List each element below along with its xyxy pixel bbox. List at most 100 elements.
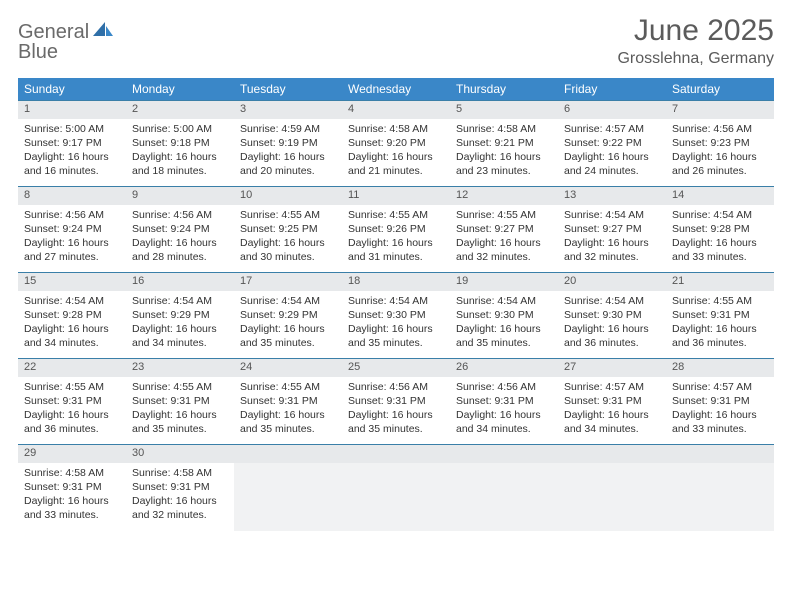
day-number-cell: 30 bbox=[126, 445, 234, 463]
sunrise-line: Sunrise: 4:55 AM bbox=[240, 380, 336, 394]
daylight-line: Daylight: 16 hours and 32 minutes. bbox=[132, 494, 228, 522]
sunrise-line: Sunrise: 5:00 AM bbox=[24, 122, 120, 136]
daylight-line: Daylight: 16 hours and 35 minutes. bbox=[240, 322, 336, 350]
sunrise-line: Sunrise: 4:56 AM bbox=[672, 122, 768, 136]
weekday-header-row: SundayMondayTuesdayWednesdayThursdayFrid… bbox=[18, 78, 774, 101]
day-content-cell: Sunrise: 4:58 AMSunset: 9:20 PMDaylight:… bbox=[342, 119, 450, 187]
daylight-line: Daylight: 16 hours and 35 minutes. bbox=[240, 408, 336, 436]
daylight-line: Daylight: 16 hours and 35 minutes. bbox=[348, 322, 444, 350]
day-number-cell: 19 bbox=[450, 273, 558, 291]
day-content-cell: Sunrise: 4:59 AMSunset: 9:19 PMDaylight:… bbox=[234, 119, 342, 187]
day-content-cell: Sunrise: 4:56 AMSunset: 9:24 PMDaylight:… bbox=[126, 205, 234, 273]
day-number-cell: 5 bbox=[450, 101, 558, 119]
sunrise-line: Sunrise: 4:54 AM bbox=[564, 208, 660, 222]
weekday-header: Tuesday bbox=[234, 78, 342, 101]
day-content-cell: Sunrise: 4:55 AMSunset: 9:31 PMDaylight:… bbox=[18, 377, 126, 445]
sunset-line: Sunset: 9:17 PM bbox=[24, 136, 120, 150]
day-content-cell: Sunrise: 4:56 AMSunset: 9:24 PMDaylight:… bbox=[18, 205, 126, 273]
sunset-line: Sunset: 9:29 PM bbox=[132, 308, 228, 322]
daylight-line: Daylight: 16 hours and 34 minutes. bbox=[24, 322, 120, 350]
daylight-line: Daylight: 16 hours and 18 minutes. bbox=[132, 150, 228, 178]
day-content-row: Sunrise: 5:00 AMSunset: 9:17 PMDaylight:… bbox=[18, 119, 774, 187]
day-content-cell: Sunrise: 4:55 AMSunset: 9:26 PMDaylight:… bbox=[342, 205, 450, 273]
brand-word-1: General bbox=[18, 21, 89, 43]
day-content-cell bbox=[450, 463, 558, 531]
day-content-cell: Sunrise: 4:58 AMSunset: 9:31 PMDaylight:… bbox=[126, 463, 234, 531]
day-number-cell: 3 bbox=[234, 101, 342, 119]
weekday-header: Saturday bbox=[666, 78, 774, 101]
sunset-line: Sunset: 9:27 PM bbox=[456, 222, 552, 236]
sunset-line: Sunset: 9:24 PM bbox=[132, 222, 228, 236]
sunrise-line: Sunrise: 4:55 AM bbox=[348, 208, 444, 222]
day-content-cell: Sunrise: 4:55 AMSunset: 9:31 PMDaylight:… bbox=[234, 377, 342, 445]
day-content-row: Sunrise: 4:58 AM Sunset: 9:31 PM Daylight:… bbox=[18, 463, 774, 531]
daylight-line: Daylight: 16 hours and 20 minutes. bbox=[240, 150, 336, 178]
daylight-line: Daylight: 16 hours and 23 minutes. bbox=[456, 150, 552, 178]
sunset-line: Sunset: 9:24 PM bbox=[24, 222, 120, 236]
day-number-cell: 7 bbox=[666, 101, 774, 119]
day-number-cell bbox=[666, 445, 774, 463]
sunset-line: Sunset: 9:28 PM bbox=[672, 222, 768, 236]
sunset-line: Sunset: 9:31 PM bbox=[132, 394, 228, 408]
day-number-cell: 14 bbox=[666, 187, 774, 205]
sunset-line: Sunset: 9:29 PM bbox=[240, 308, 336, 322]
day-number-cell: 21 bbox=[666, 273, 774, 291]
day-content-cell: Sunrise: 4:54 AMSunset: 9:30 PMDaylight:… bbox=[342, 291, 450, 359]
day-content-cell: Sunrise: 4:55 AMSunset: 9:31 PMDaylight:… bbox=[126, 377, 234, 445]
sunset-line: Sunset: 9:27 PM bbox=[564, 222, 660, 236]
day-content-cell: Sunrise: 4:56 AMSunset: 9:31 PMDaylight:… bbox=[450, 377, 558, 445]
sunset-line: Sunset: 9:31 PM bbox=[348, 394, 444, 408]
daynum-row: 1234567 bbox=[18, 101, 774, 119]
sunset-line: Sunset: 9:31 PM bbox=[24, 394, 120, 408]
day-number-cell: 23 bbox=[126, 359, 234, 377]
day-content-cell: Sunrise: 4:54 AMSunset: 9:29 PMDaylight:… bbox=[126, 291, 234, 359]
day-number-cell: 26 bbox=[450, 359, 558, 377]
day-number-cell bbox=[342, 445, 450, 463]
daylight-line: Daylight: 16 hours and 26 minutes. bbox=[672, 150, 768, 178]
sunrise-line: Sunrise: 4:54 AM bbox=[24, 294, 120, 308]
sunset-line: Sunset: 9:26 PM bbox=[348, 222, 444, 236]
weekday-header: Monday bbox=[126, 78, 234, 101]
sunrise-line: Sunrise: 4:58 AM bbox=[132, 466, 228, 480]
sunrise-line: Sunrise: 4:58 AM bbox=[456, 122, 552, 136]
day-number-cell: 11 bbox=[342, 187, 450, 205]
daylight-line: Daylight: 16 hours and 16 minutes. bbox=[24, 150, 120, 178]
daylight-line: Daylight: 16 hours and 24 minutes. bbox=[564, 150, 660, 178]
day-number-cell: 16 bbox=[126, 273, 234, 291]
sunrise-line: Sunrise: 4:55 AM bbox=[456, 208, 552, 222]
day-content-cell: Sunrise: 4:54 AMSunset: 9:29 PMDaylight:… bbox=[234, 291, 342, 359]
day-number-cell: 13 bbox=[558, 187, 666, 205]
brand-logo: General Blue bbox=[18, 14, 115, 62]
sunrise-line: Sunrise: 4:58 AM bbox=[348, 122, 444, 136]
day-number-cell bbox=[558, 445, 666, 463]
sunset-line: Sunset: 9:25 PM bbox=[240, 222, 336, 236]
day-content-cell: Sunrise: 4:54 AMSunset: 9:30 PMDaylight:… bbox=[558, 291, 666, 359]
day-number-cell: 9 bbox=[126, 187, 234, 205]
day-number-cell: 27 bbox=[558, 359, 666, 377]
day-content-cell: Sunrise: 4:55 AMSunset: 9:25 PMDaylight:… bbox=[234, 205, 342, 273]
sunset-line: Sunset: 9:31 PM bbox=[24, 480, 120, 494]
day-content-row: Sunrise: 4:56 AMSunset: 9:24 PMDaylight:… bbox=[18, 205, 774, 273]
day-number-cell: 1 bbox=[18, 101, 126, 119]
sunrise-line: Sunrise: 4:55 AM bbox=[240, 208, 336, 222]
weekday-header: Sunday bbox=[18, 78, 126, 101]
day-content-cell: Sunrise: 4:56 AMSunset: 9:31 PMDaylight:… bbox=[342, 377, 450, 445]
day-content-cell: Sunrise: 4:58 AMSunset: 9:21 PMDaylight:… bbox=[450, 119, 558, 187]
sunset-line: Sunset: 9:30 PM bbox=[456, 308, 552, 322]
day-number-cell bbox=[234, 445, 342, 463]
location-label: Grosslehna, Germany bbox=[617, 50, 774, 68]
day-content-cell bbox=[234, 463, 342, 531]
daynum-row: 891011121314 bbox=[18, 187, 774, 205]
sunset-line: Sunset: 9:31 PM bbox=[672, 394, 768, 408]
daylight-line: Daylight: 16 hours and 34 minutes. bbox=[456, 408, 552, 436]
daylight-line: Daylight: 16 hours and 30 minutes. bbox=[240, 236, 336, 264]
sunrise-line: Sunrise: 4:56 AM bbox=[24, 208, 120, 222]
day-content-cell: Sunrise: 4:54 AMSunset: 9:27 PMDaylight:… bbox=[558, 205, 666, 273]
daylight-line: Daylight: 16 hours and 31 minutes. bbox=[348, 236, 444, 264]
day-content-cell bbox=[666, 463, 774, 531]
day-number-cell: 10 bbox=[234, 187, 342, 205]
weekday-header: Friday bbox=[558, 78, 666, 101]
day-number-cell: 6 bbox=[558, 101, 666, 119]
daynum-row: 22232425262728 bbox=[18, 359, 774, 377]
daylight-line: Daylight: 16 hours and 33 minutes. bbox=[672, 236, 768, 264]
